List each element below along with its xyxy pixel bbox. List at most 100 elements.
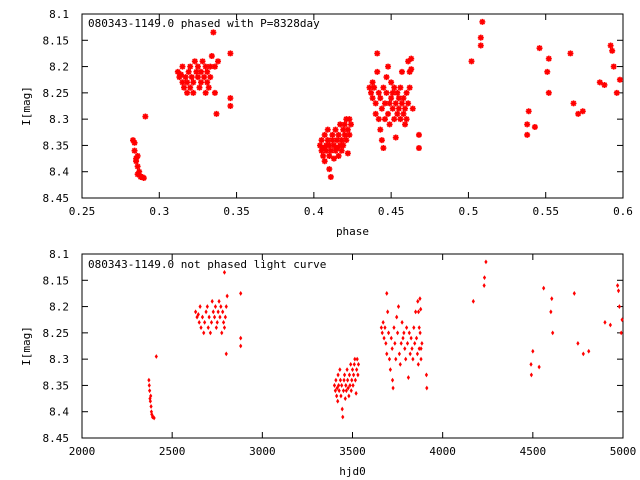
- data-point: [415, 351, 420, 357]
- data-point: [355, 356, 359, 362]
- data-point: [221, 309, 225, 315]
- data-point: [326, 166, 333, 173]
- data-point: [218, 314, 222, 320]
- data-point: [207, 63, 214, 70]
- data-point: [208, 53, 215, 60]
- data-point: [337, 383, 341, 388]
- data-point: [531, 124, 538, 131]
- data-point: [338, 137, 345, 144]
- data-point: [337, 388, 341, 394]
- data-point: [134, 163, 141, 170]
- data-point: [601, 81, 608, 88]
- data-point: [402, 105, 409, 112]
- data-point: [347, 393, 351, 399]
- data-point: [596, 79, 603, 86]
- data-point: [397, 116, 404, 123]
- data-point: [575, 110, 582, 117]
- data-point: [340, 406, 344, 412]
- data-point: [343, 396, 347, 401]
- data-point: [227, 95, 234, 102]
- y-tick-label: 8.4: [49, 166, 69, 179]
- data-point: [372, 110, 379, 117]
- data-point: [224, 351, 228, 357]
- data-point: [406, 375, 411, 380]
- data-point: [383, 325, 387, 330]
- data-point: [341, 131, 348, 138]
- data-point: [148, 398, 152, 404]
- data-point: [344, 150, 351, 157]
- data-point: [202, 89, 209, 96]
- y-tick-label: 8.15: [43, 274, 70, 287]
- data-point: [388, 95, 395, 102]
- data-point: [420, 340, 424, 346]
- data-point: [389, 335, 393, 341]
- data-point: [317, 142, 324, 149]
- data-point: [334, 137, 341, 144]
- data-point: [372, 100, 379, 107]
- data-point: [215, 319, 219, 325]
- data-point: [391, 116, 398, 123]
- data-point: [549, 309, 553, 315]
- data-point: [391, 84, 398, 91]
- data-point: [402, 121, 409, 128]
- data-point: [211, 309, 215, 315]
- data-point: [389, 89, 396, 96]
- data-point: [344, 126, 351, 133]
- data-point: [212, 314, 217, 320]
- data-point: [210, 298, 214, 304]
- phased-light-curve-panel: 8.1 8.15 8.2 8.25 8.3 8.35 8.4 8.450.25 0.3 0.35 0…: [20, 8, 633, 238]
- data-point: [550, 296, 554, 302]
- data-point: [154, 354, 158, 359]
- data-point: [207, 74, 214, 81]
- data-point: [330, 142, 337, 149]
- data-point: [379, 325, 383, 330]
- data-point: [194, 63, 201, 70]
- data-point: [187, 63, 194, 70]
- data-point: [354, 390, 358, 396]
- y-tick-label: 8.25: [43, 87, 70, 100]
- data-point: [149, 409, 154, 415]
- data-point: [414, 309, 418, 315]
- data-point: [190, 79, 197, 86]
- data-point: [390, 346, 394, 352]
- data-point: [405, 100, 412, 107]
- data-point: [346, 377, 350, 383]
- data-point: [152, 415, 156, 421]
- data-point: [239, 335, 243, 341]
- data-point: [338, 147, 345, 154]
- data-point: [326, 142, 333, 149]
- data-point: [400, 110, 407, 117]
- data-point: [603, 319, 607, 325]
- data-point: [576, 340, 580, 346]
- data-point: [140, 175, 147, 182]
- data-point: [321, 131, 328, 138]
- data-point: [529, 362, 533, 367]
- plot-frame: [81, 253, 624, 439]
- data-point: [345, 367, 349, 373]
- data-point: [551, 330, 555, 336]
- data-point: [336, 398, 340, 404]
- x-tick-label: 2500: [159, 445, 186, 458]
- data-point: [340, 126, 347, 133]
- data-point: [131, 147, 138, 154]
- data-point: [477, 34, 484, 41]
- data-point: [350, 367, 355, 373]
- data-point: [479, 18, 486, 25]
- data-point: [374, 68, 381, 75]
- data-point: [383, 89, 390, 96]
- y-tick-label: 8.3: [49, 353, 69, 366]
- data-point: [324, 126, 331, 133]
- data-point: [323, 147, 330, 154]
- data-point: [425, 385, 429, 391]
- data-point: [419, 356, 423, 362]
- data-point: [220, 330, 224, 336]
- data-point: [392, 100, 399, 107]
- data-point: [529, 372, 533, 378]
- data-point: [142, 113, 149, 120]
- data-point: [395, 314, 399, 320]
- data-point: [572, 291, 576, 296]
- data-point: [408, 351, 412, 357]
- chart-title: 080343-1149.0 phased with P=8328day: [88, 17, 320, 30]
- data-point: [204, 68, 211, 75]
